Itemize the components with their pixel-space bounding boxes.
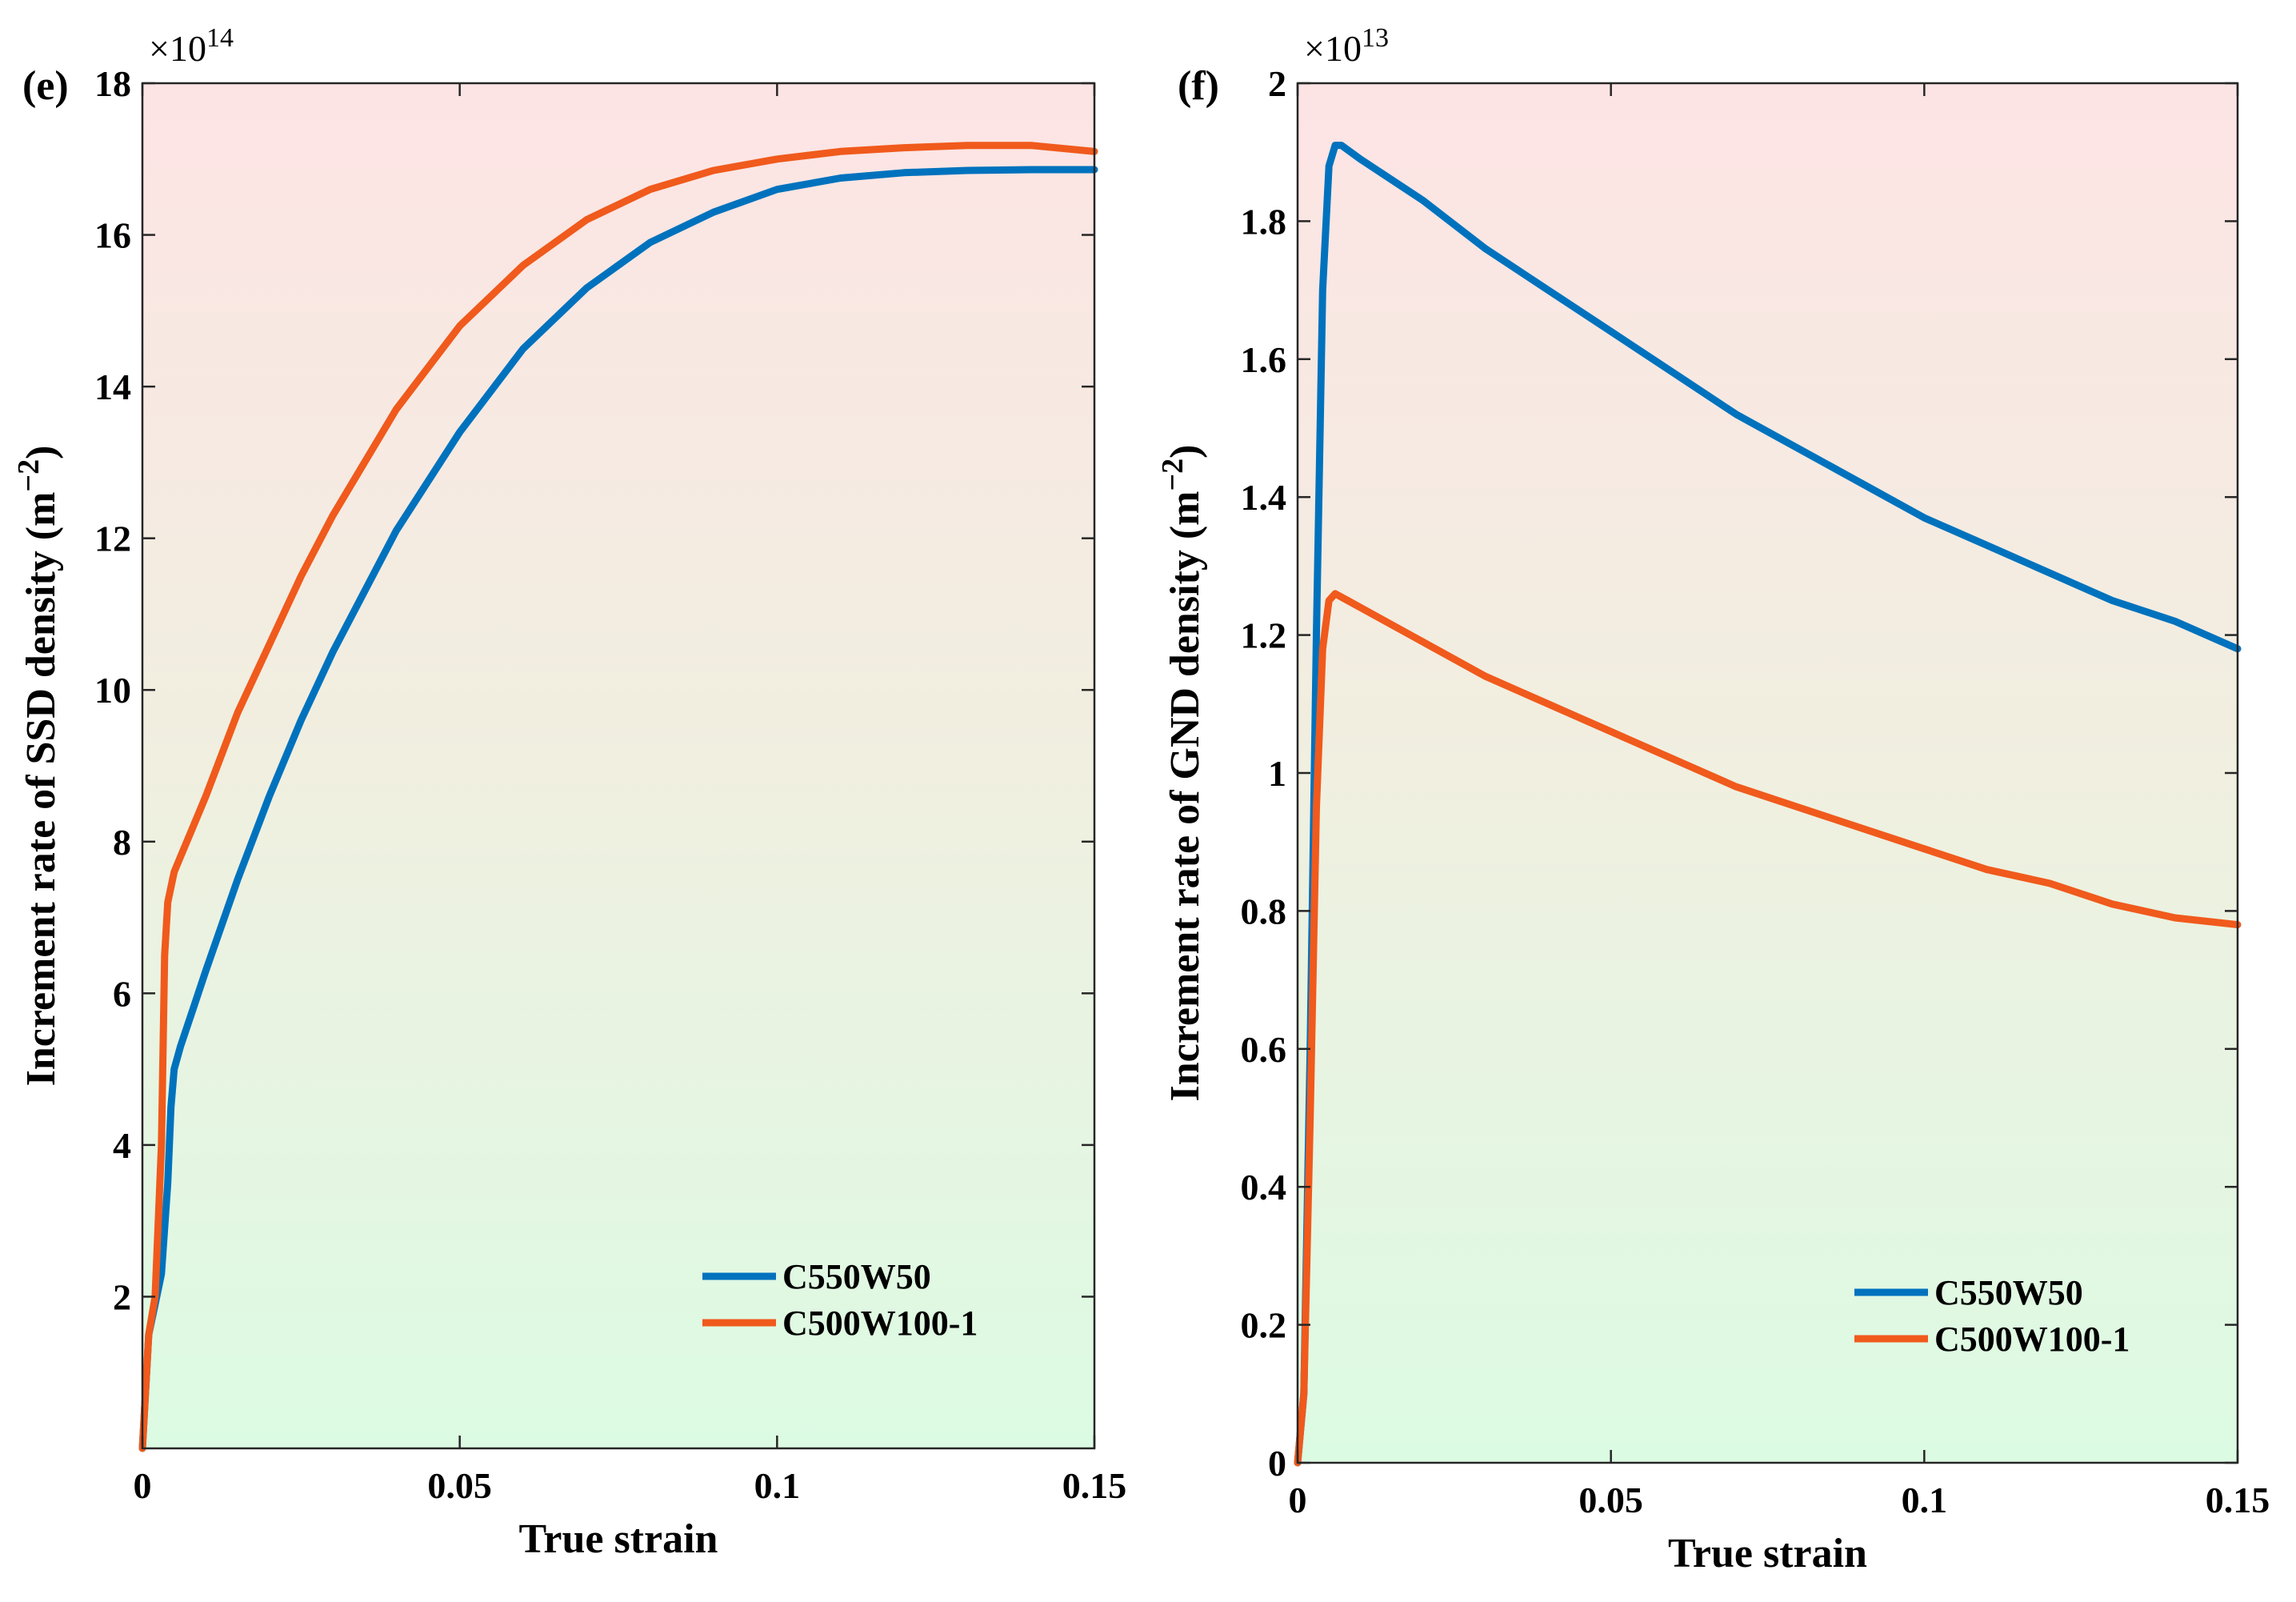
y-tick-label: 18 <box>94 63 131 104</box>
y-tick-label: 0.2 <box>1241 1305 1287 1346</box>
y-tick-label: 0.4 <box>1241 1167 1287 1208</box>
axes-box <box>141 82 1096 1450</box>
exponent-label: ×1014 <box>149 23 234 69</box>
series-line-c550w50 <box>1294 142 2242 1467</box>
x-axis-title: True strain <box>519 1516 718 1562</box>
y-tick-label: 2 <box>113 1276 131 1317</box>
y-tick-label: 16 <box>94 215 131 256</box>
y-tick-label: 1.2 <box>1241 615 1287 656</box>
y-tick-label: 1.8 <box>1241 201 1287 242</box>
y-tick-label: 1 <box>1268 753 1286 794</box>
y-tick-label: 0.8 <box>1241 891 1287 931</box>
y-axis-title: Increment rate of GND density (m−2) <box>1156 445 1208 1102</box>
y-tick-label: 0 <box>1268 1443 1286 1484</box>
legend-label: C550W50 <box>1934 1273 2083 1312</box>
y-tick-label: 0.6 <box>1241 1029 1287 1070</box>
series-line-c500w100-1 <box>1294 590 2242 1467</box>
y-tick-label: 14 <box>94 366 131 407</box>
x-tick-label: 0.15 <box>1062 1465 1127 1506</box>
x-tick-label: 0.1 <box>754 1465 801 1506</box>
panel-label: (f) <box>1178 63 1219 109</box>
exponent-label: ×1013 <box>1304 23 1389 69</box>
legend-label: C500W100-1 <box>782 1304 978 1343</box>
y-tick-label: 1.6 <box>1241 339 1287 380</box>
panel-label: (e) <box>22 63 69 109</box>
x-tick-label: 0.15 <box>2206 1480 2270 1520</box>
y-tick-label: 10 <box>94 670 131 711</box>
legend: C550W50 C500W100-1 <box>702 1257 978 1343</box>
x-axis-title: True strain <box>1668 1531 1867 1576</box>
y-tick-label: 1.4 <box>1241 477 1287 518</box>
x-tick-label: 0.05 <box>1578 1480 1643 1520</box>
series-line-c550w50 <box>138 166 1098 1452</box>
y-tick-label: 6 <box>113 973 131 1014</box>
panel-e: 0 0.05 0.1 0.15 2 4 6 8 10 12 14 16 18 ×1014 (e) True s… <box>12 23 1126 1562</box>
x-tick-label: 0.1 <box>1902 1480 1948 1520</box>
x-tick-label: 0 <box>1289 1480 1307 1520</box>
legend-label: C550W50 <box>782 1257 931 1296</box>
y-tick-label: 2 <box>1268 63 1286 104</box>
plot-background <box>1298 83 2238 1463</box>
legend: C550W50 C500W100-1 <box>1854 1273 2130 1359</box>
y-tick-label: 4 <box>113 1125 131 1166</box>
x-tick-label: 0.05 <box>427 1465 492 1506</box>
legend-label: C500W100-1 <box>1934 1320 2130 1359</box>
series-line-c500w100-1 <box>138 142 1098 1452</box>
x-tick-label: 0 <box>134 1465 152 1506</box>
y-axis-title: Increment rate of SSD density (m−2) <box>12 446 64 1087</box>
y-tick-label: 12 <box>94 519 131 559</box>
panel-f: 0 0.05 0.1 0.15 0 0.2 0.4 0.6 0.8 1 1.2 1.4 1.6 1.8 2 ×… <box>1156 23 2270 1576</box>
y-tick-label: 8 <box>113 822 131 863</box>
plot-background <box>142 83 1094 1448</box>
